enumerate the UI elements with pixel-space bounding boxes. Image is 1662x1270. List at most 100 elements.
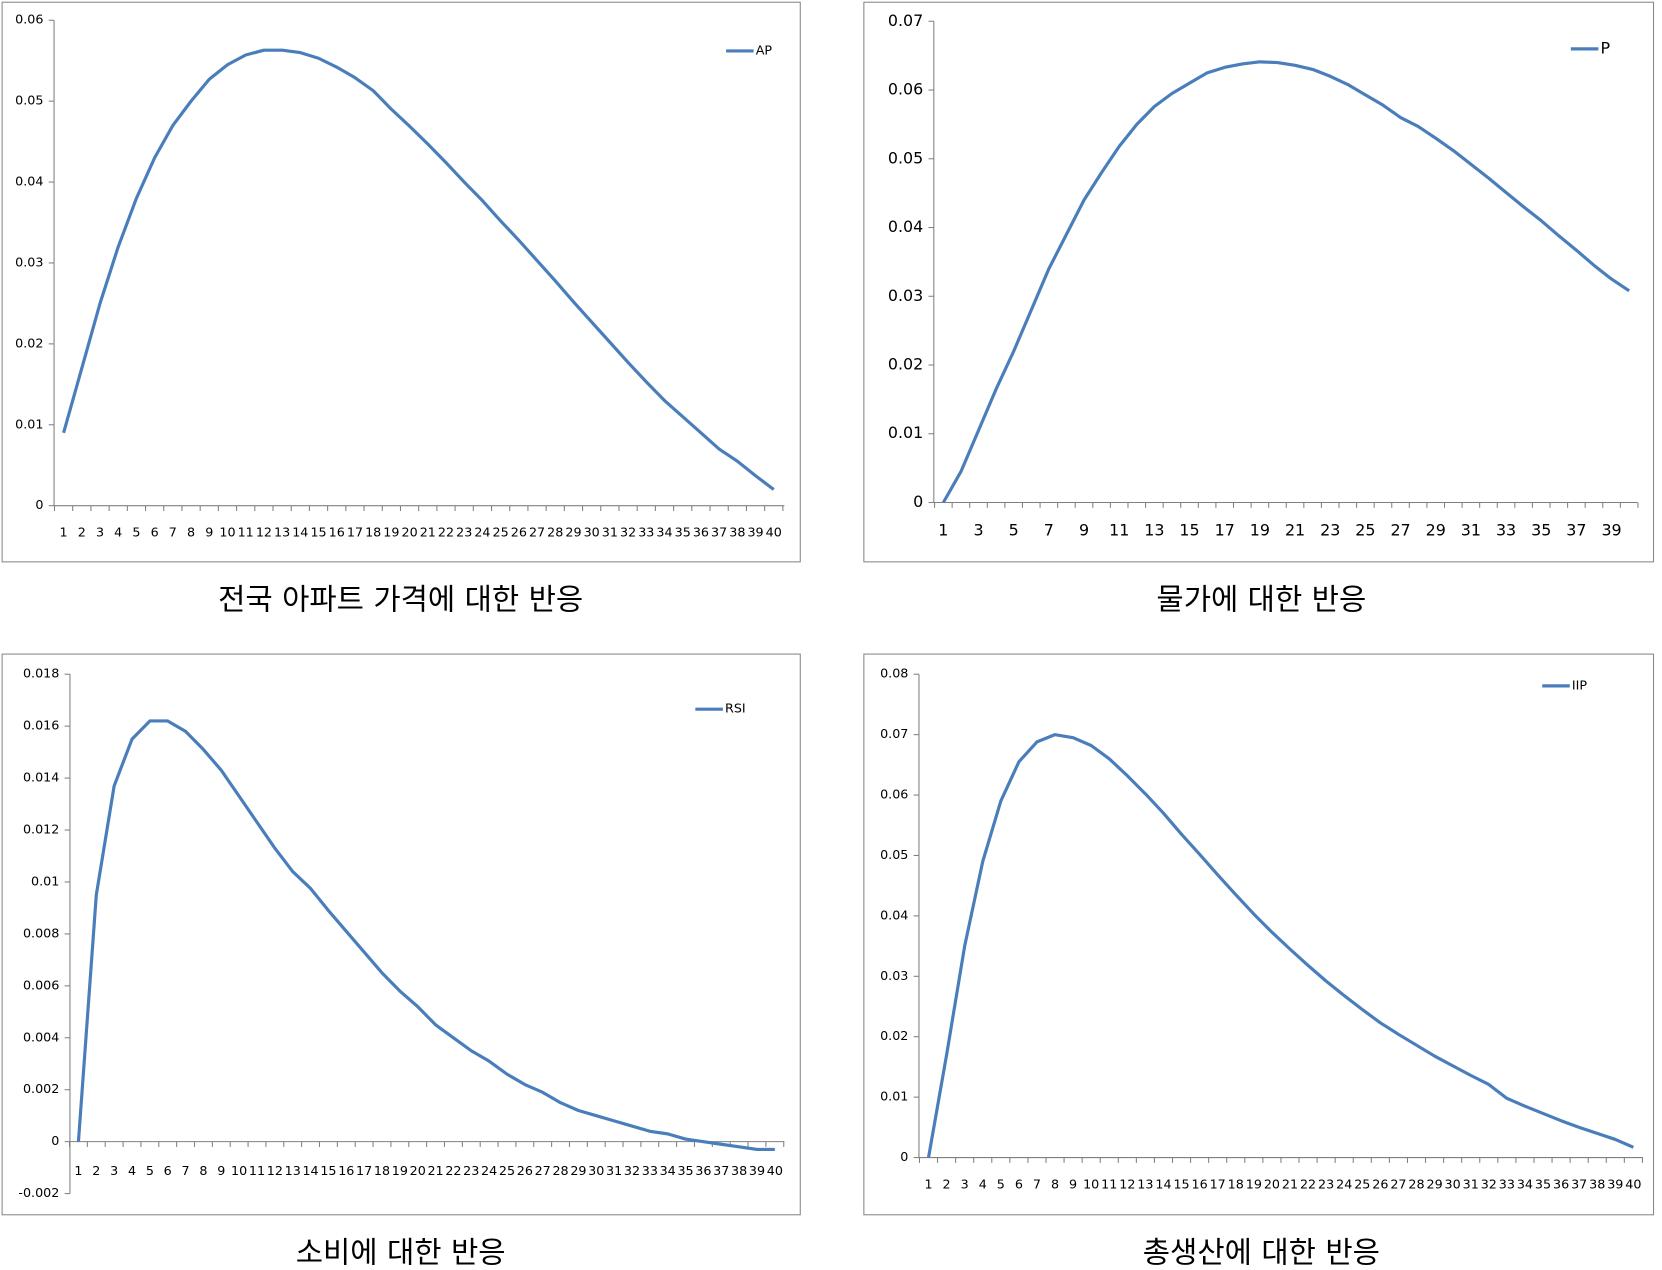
x-tick-label: 20 (401, 525, 417, 540)
x-tick-label: 35 (1531, 521, 1551, 540)
x-tick-label: 11 (249, 1163, 265, 1178)
x-tick-label: 32 (624, 1163, 640, 1178)
x-tick-label: 25 (499, 1163, 515, 1178)
data-line (926, 733, 1635, 1158)
y-tick-label: 0.01 (880, 1089, 908, 1104)
x-tick-label: 27 (535, 1163, 551, 1178)
x-tick-label: 19 (383, 525, 399, 540)
x-tick-label: 30 (588, 1163, 604, 1178)
x-tick-label: 24 (1336, 1177, 1352, 1192)
y-tick-label: 0 (35, 497, 43, 512)
x-tick-label: 3 (973, 521, 983, 540)
y-tick-label: 0 (913, 492, 923, 511)
x-tick-label: 39 (749, 1163, 765, 1178)
x-tick-label: 32 (620, 525, 636, 540)
y-tick-label: 0.04 (888, 217, 923, 236)
x-tick-label: 36 (1553, 1177, 1569, 1192)
x-tick-label: 9 (217, 1163, 225, 1178)
x-tick-label: 9 (1069, 1177, 1077, 1192)
x-tick-label: 15 (310, 525, 326, 540)
x-tick-label: 29 (1426, 521, 1446, 540)
x-tick-label: 8 (199, 1163, 207, 1178)
x-tick-label: 27 (1390, 521, 1410, 540)
y-tick-label: 0 (900, 1149, 908, 1164)
x-tick-label: 37 (711, 525, 727, 540)
x-tick-label: 18 (374, 1163, 390, 1178)
x-tick-label: 18 (1228, 1177, 1244, 1192)
x-tick-label: 28 (1408, 1177, 1424, 1192)
x-tick-label: 3 (961, 1177, 969, 1192)
x-tick-label: 3 (110, 1163, 118, 1178)
caption: 물가에 대한 반응 (1156, 582, 1366, 617)
x-tick-label: 39 (1601, 521, 1621, 540)
x-tick-label: 35 (677, 1163, 693, 1178)
x-tick-label: 33 (638, 525, 654, 540)
x-tick-label: 28 (547, 525, 563, 540)
x-tick-label: 17 (347, 525, 363, 540)
x-tick-label: 5 (132, 525, 140, 540)
y-tick-label: -0.002 (18, 1185, 59, 1200)
x-tick-label: 21 (1285, 521, 1305, 540)
y-tick-label: 0.014 (23, 770, 59, 785)
x-tick-label: 7 (169, 525, 177, 540)
x-tick-label: 24 (481, 1163, 497, 1178)
x-tick-label: 25 (1355, 521, 1375, 540)
legend-label: RSI (725, 701, 746, 716)
y-tick-label: 0.05 (15, 93, 43, 108)
x-tick-label: 33 (1496, 521, 1516, 540)
y-tick-label: 0.02 (880, 1028, 908, 1043)
x-tick-label: 31 (602, 525, 618, 540)
x-tick-label: 12 (267, 1163, 283, 1178)
x-tick-label: 12 (1119, 1177, 1135, 1192)
x-tick-label: 7 (1033, 1177, 1041, 1192)
caption: 전국 아파트 가격에 대한 반응 (218, 582, 583, 617)
x-tick-label: 33 (642, 1163, 658, 1178)
x-tick-label: 21 (1282, 1177, 1298, 1192)
y-tick-label: 0.002 (23, 1081, 59, 1096)
panel-frame (1, 653, 801, 1216)
x-tick-label: 30 (584, 525, 600, 540)
x-tick-label: 11 (238, 525, 254, 540)
y-tick-label: 0.06 (880, 787, 908, 802)
x-tick-label: 29 (565, 525, 581, 540)
x-tick-label: 38 (729, 525, 745, 540)
y-tick-label: 0 (51, 1133, 59, 1148)
x-tick-label: 4 (979, 1177, 987, 1192)
x-tick-label: 2 (92, 1163, 100, 1178)
data-line (76, 719, 775, 1152)
x-tick-label: 29 (570, 1163, 586, 1178)
x-tick-label: 13 (274, 525, 290, 540)
x-tick-label: 38 (1589, 1177, 1605, 1192)
y-tick-label: 0.008 (23, 925, 59, 940)
y-tick-label: 0.01 (888, 423, 923, 442)
y-tick-label: 0.012 (23, 822, 59, 837)
x-tick-label: 4 (114, 525, 122, 540)
chart-panel: 00.010.020.030.040.050.061 2 3 4 5 6 7 8 9 10 11 12… (1, 1, 801, 617)
x-tick-label: 37 (1571, 1177, 1587, 1192)
x-tick-label: 22 (438, 525, 454, 540)
x-tick-label: 31 (1463, 1177, 1479, 1192)
y-tick-label: 0.05 (888, 148, 923, 167)
x-tick-label: 20 (1264, 1177, 1280, 1192)
x-tick-label: 37 (713, 1163, 729, 1178)
y-tick-label: 0.06 (888, 80, 923, 99)
data-line (941, 60, 1631, 504)
panel-frame (863, 653, 1655, 1216)
x-tick-label: 15 (1179, 521, 1199, 540)
x-tick-label: 36 (693, 525, 709, 540)
x-tick-label: 39 (1607, 1177, 1623, 1192)
x-tick-label: 11 (1101, 1177, 1117, 1192)
y-tick-label: 0.07 (880, 726, 908, 741)
y-tick-label: 0.01 (31, 873, 59, 888)
x-tick-label: 23 (1318, 1177, 1334, 1192)
x-tick-label: 9 (1079, 521, 1089, 540)
x-tick-label: 27 (1390, 1177, 1406, 1192)
x-tick-label: 33 (1499, 1177, 1515, 1192)
x-tick-label: 26 (517, 1163, 533, 1178)
x-tick-label: 4 (128, 1163, 136, 1178)
caption: 소비에 대한 반응 (296, 1235, 506, 1270)
y-tick-label: 0.02 (15, 335, 43, 350)
x-tick-label: 27 (529, 525, 545, 540)
x-tick-label: 40 (1625, 1177, 1641, 1192)
